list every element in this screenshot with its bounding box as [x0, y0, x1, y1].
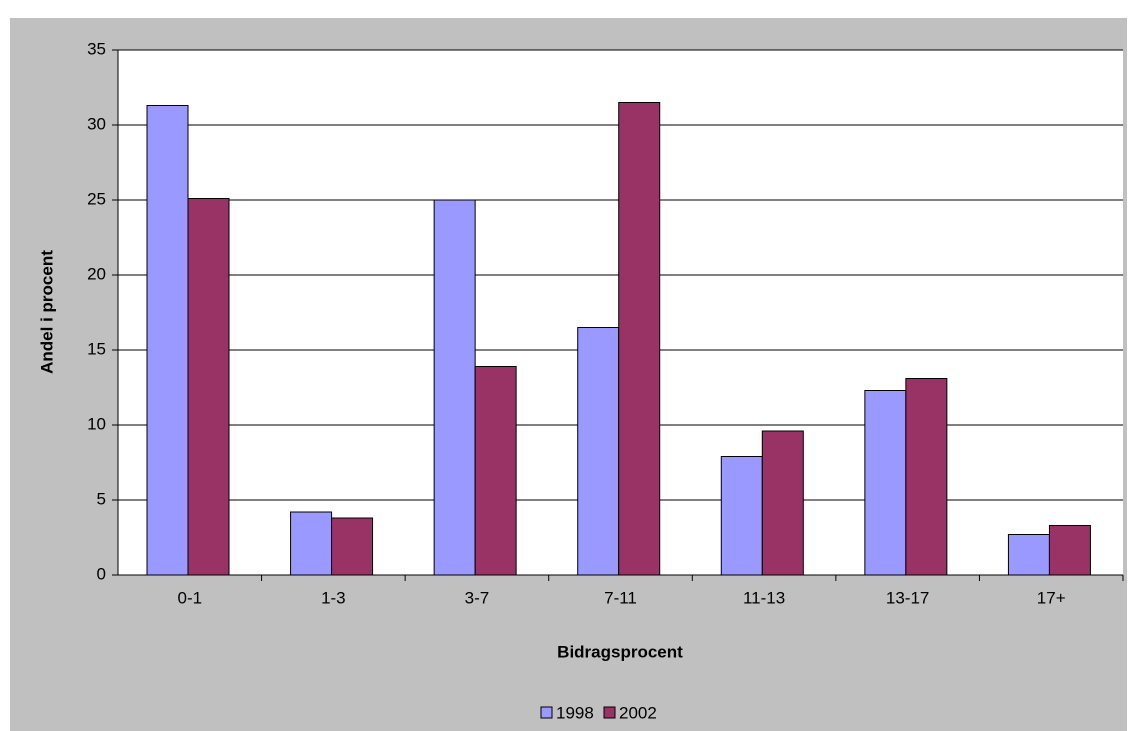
- bar: [146, 105, 189, 576]
- y-tick-label: 20: [87, 264, 106, 283]
- x-tick-label: 3-7: [465, 588, 490, 607]
- bar: [618, 102, 661, 576]
- bar: [1048, 525, 1091, 576]
- y-tick-label: 5: [97, 489, 106, 508]
- legend-swatch: [603, 706, 616, 719]
- x-axis-label: Bidragsprocent: [557, 642, 683, 661]
- y-tick-label: 35: [87, 39, 106, 58]
- bar: [290, 511, 333, 576]
- bar: [187, 198, 230, 576]
- bar: [331, 517, 374, 576]
- y-tick-label: 15: [87, 339, 106, 358]
- y-axis-label: Andel i procent: [37, 250, 56, 374]
- legend-label: 1998: [556, 703, 594, 722]
- bar: [577, 327, 620, 576]
- x-tick-label: 11-13: [743, 588, 785, 607]
- x-tick-label: 1-3: [321, 588, 346, 607]
- y-tick-label: 10: [87, 414, 106, 433]
- x-tick-label: 7-11: [604, 588, 637, 607]
- bar: [1007, 534, 1050, 576]
- bar: [474, 366, 517, 576]
- bar: [864, 390, 907, 576]
- y-tick-label: 25: [87, 189, 106, 208]
- x-tick-label: 0-1: [177, 588, 202, 607]
- bar: [905, 378, 948, 576]
- bar: [761, 430, 804, 576]
- bar: [433, 199, 476, 576]
- bar: [720, 456, 763, 576]
- y-tick-label: 30: [87, 114, 106, 133]
- x-tick-label: 13-17: [886, 588, 929, 607]
- legend-label: 2002: [619, 703, 657, 722]
- x-tick-label: 17+: [1037, 588, 1066, 607]
- legend-swatch: [540, 706, 553, 719]
- y-tick-label: 0: [97, 564, 106, 583]
